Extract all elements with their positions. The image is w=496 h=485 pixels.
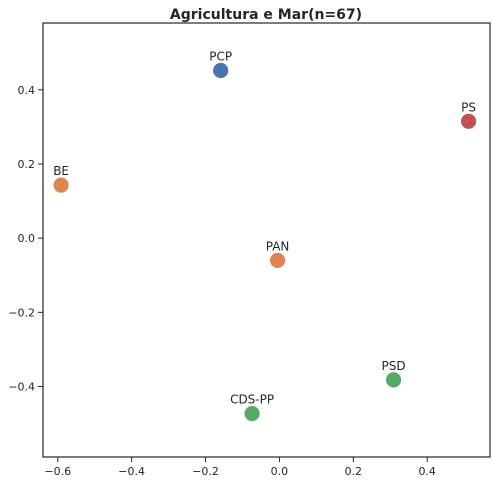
data-points: PCP PS BE PAN PSD CDS-PP [52,49,477,423]
point-psd [385,371,402,389]
point-pan [269,252,286,269]
y-tick-label: −0.4 [8,381,35,394]
y-tick-label: −0.2 [8,306,35,319]
y-tick-label: 0.0 [18,232,36,245]
point-label-ps: PS [461,100,476,114]
point-be [52,176,70,194]
y-tick-label: 0.4 [18,84,36,97]
x-tick-label: 0.0 [271,465,289,478]
x-tick-label: −0.6 [44,465,71,478]
x-tick-label: 0.2 [345,465,363,478]
x-tick-label: 0.4 [418,465,436,478]
x-tick-label: −0.4 [118,465,145,478]
point-label-pcp: PCP [209,49,232,63]
point-cds-pp [243,405,261,423]
point-pcp [212,62,230,79]
point-label-be: BE [53,164,69,178]
x-tick-label: −0.2 [192,465,219,478]
chart-title: Agricultura e Mar(n=67) [170,7,362,23]
point-label-pan: PAN [266,239,290,253]
point-label-psd: PSD [382,359,406,373]
y-tick-label: 0.2 [18,158,36,171]
plot-area [42,22,491,458]
point-ps [460,112,477,130]
point-label-cds-pp: CDS-PP [230,393,274,407]
axis-ticks: −0.6 −0.4 −0.2 0.0 0.2 0.4 −0.4 −0.2 0.0 0.2 0.4 [8,84,436,478]
